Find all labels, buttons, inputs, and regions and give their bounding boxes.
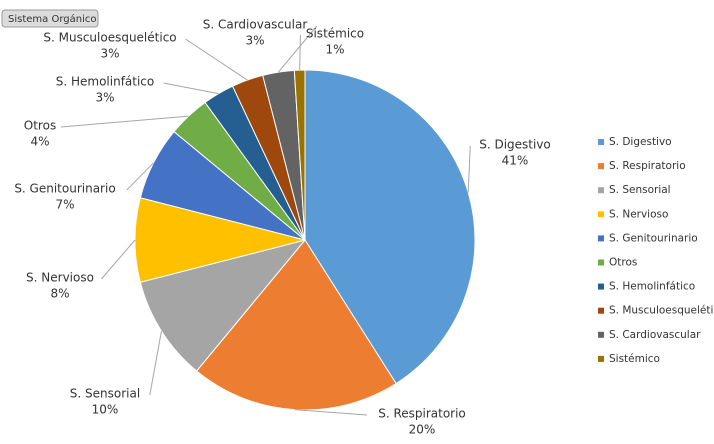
leader-line (278, 25, 318, 73)
leader-line (294, 409, 368, 416)
legend-swatch (598, 259, 604, 266)
leader-line (60, 115, 189, 128)
data-label-value: 10% (92, 403, 119, 417)
legend-label: S. Respiratorio (609, 160, 686, 172)
pie-slice (139, 239, 307, 372)
legend-label: S. Digestivo (609, 136, 672, 148)
data-label-value: 4% (30, 135, 49, 149)
leader-line (101, 239, 136, 280)
legend-label: S. Cardiovascular (609, 329, 701, 341)
data-label-name: S. Hemolinfático (56, 75, 155, 89)
legend-label: S. Hemolinfático (609, 281, 695, 293)
legend-swatch (598, 283, 604, 290)
pie-slice (293, 69, 306, 241)
data-label-name: S. Digestivo (479, 138, 551, 152)
data-label-value: 41% (502, 154, 529, 168)
legend-label: S. Nervioso (609, 208, 668, 220)
legend-swatch (598, 139, 604, 145)
legend-swatch (598, 307, 604, 314)
leader-line (126, 162, 154, 191)
data-label-name: S. Genitourinario (14, 182, 115, 196)
legend-swatch (598, 187, 604, 194)
legend-label: Sistémico (609, 353, 660, 365)
legend-label: S. Sensorial (609, 184, 671, 196)
data-label-value: 7% (55, 198, 74, 212)
legend-label: S. Genitourinario (609, 232, 698, 244)
data-label-name: S. Cardiovascular (203, 18, 308, 32)
leader-line (163, 82, 219, 95)
leader-line (467, 145, 471, 193)
data-label-value: 3% (100, 47, 119, 61)
legend-swatch (598, 211, 604, 218)
leader-line (299, 34, 301, 71)
legend-swatch (598, 355, 604, 362)
pie-slice (304, 69, 476, 385)
data-label-name: S. Sensorial (70, 387, 140, 401)
legend-swatch (598, 235, 604, 242)
data-label-value: 20% (409, 423, 436, 437)
leader-line (185, 38, 248, 81)
field-button[interactable] (1, 9, 99, 28)
legend-label: S. Musculoesquelético (609, 305, 714, 317)
data-label-name: Sistémico (306, 27, 364, 41)
leader-line (149, 331, 162, 396)
data-label-name: Otros (24, 119, 56, 133)
legend-swatch (598, 331, 604, 338)
field-button-label[interactable]: Sistema Orgánico (8, 13, 96, 25)
data-label-value: 1% (325, 43, 344, 57)
data-label-value: 8% (50, 287, 69, 301)
legend-swatch (598, 163, 604, 170)
data-label-value: 3% (95, 91, 114, 105)
data-label-name: S. Respiratorio (378, 407, 466, 421)
data-label-name: S. Musculoesquelético (43, 31, 176, 45)
data-label-name: S. Nervioso (26, 271, 94, 285)
legend-label: Otros (609, 257, 637, 269)
data-label-value: 3% (245, 34, 264, 48)
